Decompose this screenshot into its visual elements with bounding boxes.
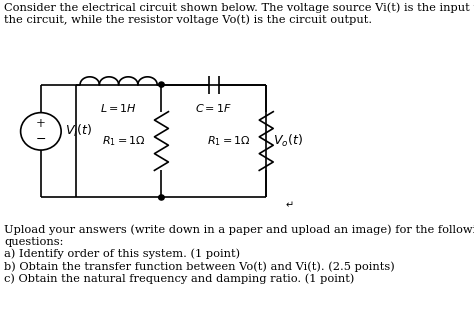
Text: $R_1 = 1\Omega$: $R_1 = 1\Omega$ [207,134,251,148]
Text: Consider the electrical circuit shown below. The voltage source Vi(t) is the inp: Consider the electrical circuit shown be… [4,2,474,25]
Text: ↵: ↵ [285,201,293,211]
Text: $L = 1H$: $L = 1H$ [100,102,137,114]
Circle shape [159,195,164,200]
Text: +: + [36,117,46,130]
Text: Upload your answers (write down in a paper and upload an image) for the followin: Upload your answers (write down in a pap… [4,225,474,284]
Text: −: − [36,133,46,146]
Text: $V_o(t)$: $V_o(t)$ [273,133,302,149]
Circle shape [159,82,164,87]
Text: $R_1 = 1\Omega$: $R_1 = 1\Omega$ [102,134,146,148]
Text: $V_i(t)$: $V_i(t)$ [65,123,92,139]
Text: $C = 1F$: $C = 1F$ [195,102,232,114]
